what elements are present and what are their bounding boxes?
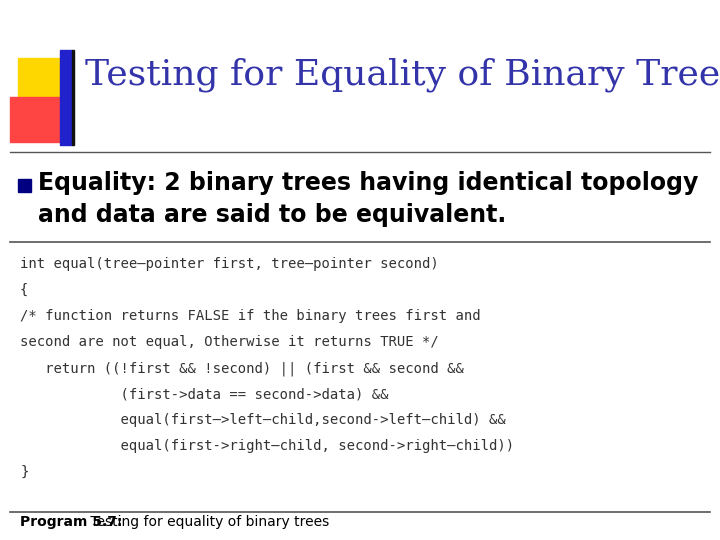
Text: equal(first->right–child, second->right–child)): equal(first->right–child, second->right–… xyxy=(20,439,514,453)
Text: second are not equal, Otherwise it returns TRUE */: second are not equal, Otherwise it retur… xyxy=(20,335,438,349)
Text: and data are said to be equivalent.: and data are said to be equivalent. xyxy=(38,203,506,227)
Text: Testing for equality of binary trees: Testing for equality of binary trees xyxy=(86,515,329,529)
Text: (first->data == second->data) &&: (first->data == second->data) && xyxy=(20,387,389,401)
Text: int equal(tree–pointer first, tree–pointer second): int equal(tree–pointer first, tree–point… xyxy=(20,257,438,271)
Text: Program 5.7:: Program 5.7: xyxy=(20,515,122,529)
Bar xyxy=(18,58,70,110)
Text: equal(first–>left–child,second->left–child) &&: equal(first–>left–child,second->left–chi… xyxy=(20,413,505,427)
Bar xyxy=(60,50,72,145)
Text: Equality: 2 binary trees having identical topology: Equality: 2 binary trees having identica… xyxy=(38,171,698,195)
Bar xyxy=(10,97,62,142)
Text: /* function returns FALSE if the binary trees first and: /* function returns FALSE if the binary … xyxy=(20,309,481,323)
Bar xyxy=(18,179,31,192)
Text: {: { xyxy=(20,283,28,297)
Text: return ((!first && !second) || (first && second &&: return ((!first && !second) || (first &&… xyxy=(20,361,464,375)
Text: }: } xyxy=(20,465,28,479)
Text: Testing for Equality of Binary Trees: Testing for Equality of Binary Trees xyxy=(85,58,720,92)
Bar xyxy=(72,50,74,145)
